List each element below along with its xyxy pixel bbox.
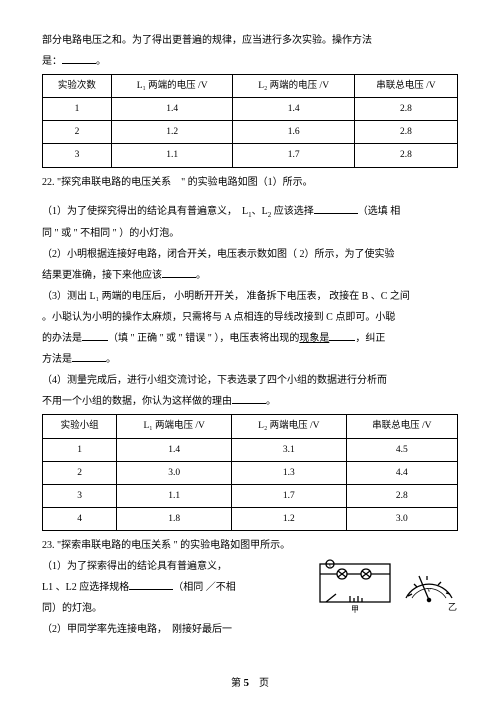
blank-fix — [72, 351, 106, 362]
circuit-diagram-icon: V 甲 — [316, 558, 394, 614]
q22-p3c: 的办法是（填 " 正确 " 或 " 错误 " ），电压表将出现的现象是，纠正 — [42, 330, 458, 347]
q23-title-row: 23. "探索串联电路的电压关系 " 的实验电路如图甲所示。 — [42, 537, 458, 554]
intro-line2-pre: 是： — [42, 56, 62, 67]
table-row: 31.11.72.8 — [43, 484, 458, 507]
q22-p2a: （2）小明根据连接好电路，闭合开关，电压表示数如图（ 2）所示，为了使实验 — [42, 246, 458, 263]
q22-p2b: 结果更准确，接下来他应该。 — [42, 267, 458, 284]
label-yi: 乙 — [448, 602, 457, 612]
t1-h2: L₂ 两端的电压 /V — [233, 75, 355, 98]
intro-line2-post: 。 — [96, 56, 106, 67]
svg-text:V: V — [427, 588, 432, 594]
q22-p3a: （3）测出 L₁ 两端的电压后， 小明断开开关， 准备拆下电压表， 改接在 B … — [42, 288, 458, 305]
q23-p3: （2）甲同学率先连接电路， 刚接好最后一 — [42, 621, 310, 638]
q22-title: "探究串联电路的电压关系 " 的实验电路如图（1）所示。 — [57, 177, 313, 188]
q23-title: "探索串联电路的电压关系 " 的实验电路如图甲所示。 — [57, 540, 290, 551]
blank-spec — [129, 579, 173, 590]
blank-phenom — [329, 330, 355, 341]
blank-next — [162, 267, 196, 278]
t2-h2: L₂ 两端电压 /V — [232, 415, 347, 438]
q23-p2: L1 、L2 应选择规格（相同 ／不相 — [42, 579, 310, 596]
intro-line1: 部分电路电压之和。为了得出更普遍的规律，应当进行多次实验。操作方法 — [42, 32, 458, 49]
q23-p1: （1）为了探索得出的结论具有普遍意义， — [42, 558, 310, 575]
t1-h1: L₁ 两端的电压 /V — [111, 75, 233, 98]
blank-reason — [232, 393, 266, 404]
table-row: 11.43.14.5 — [43, 438, 458, 461]
table-2: 实验小组 L₁ 两端电压 /V L₂ 两端电压 /V 串联总电压 /V 11.4… — [42, 414, 458, 531]
t2-h0: 实验小组 — [43, 415, 117, 438]
q23-p2-line2: 同）的灯泡。 — [42, 600, 310, 617]
q22-p1-line2: 同 " 或 " 不相同 " ）的小灯泡。 — [42, 225, 458, 242]
table-1: 实验次数 L₁ 两端的电压 /V L₂ 两端的电压 /V 串联总电压 /V 11… — [42, 74, 458, 168]
t2-h1: L₁ 两端电压 /V — [117, 415, 232, 438]
q23-body-row: （1）为了探索得出的结论具有普遍意义， L1 、L2 应选择规格（相同 ／不相 … — [42, 558, 458, 642]
blank-correct — [82, 330, 108, 341]
t1-h3: 串联总电压 /V — [354, 75, 457, 98]
svg-text:甲: 甲 — [351, 605, 359, 614]
voltmeter-diagram-icon: V 乙 — [400, 558, 458, 614]
q22-p1: （1）为了使探究得出的结论具有普遍意义， L1、L2 应该选择（选填 相 — [42, 203, 458, 222]
blank-select — [314, 203, 358, 214]
q22-title-row: 22. "探究串联电路的电压关系 " 的实验电路如图（1）所示。 — [42, 174, 458, 191]
svg-text:V: V — [328, 564, 332, 569]
q22-p3b: 。小聪认为小明的操作太麻烦，只需将与 A 点相连的导线改接到 C 点即可。小聪 — [42, 309, 458, 326]
underline-phenom: 现象是 — [299, 333, 329, 344]
intro-line2: 是： 。 — [42, 53, 458, 70]
q22-p4b: 不用一个小组的数据，你认为这样做的理由。 — [42, 393, 458, 410]
blank-method — [62, 53, 96, 64]
table-row: 21.21.62.8 — [43, 121, 458, 144]
t2-h3: 串联总电压 /V — [346, 415, 457, 438]
page-footer: 第 5 页 — [0, 674, 500, 693]
q22-p3d: 方法是。 — [42, 351, 458, 368]
q23-num: 23. — [42, 540, 55, 551]
table-row: 41.81.23.0 — [43, 508, 458, 531]
t1-h0: 实验次数 — [43, 75, 112, 98]
q22-num: 22. — [42, 177, 55, 188]
table-row: 23.01.34.4 — [43, 461, 458, 484]
table-row: 31.11.72.8 — [43, 144, 458, 167]
q22-p4a: （4）测量完成后，进行小组交流讨论，下表选录了四个小组的数据进行分析而 — [42, 372, 458, 389]
table-row: 11.41.42.8 — [43, 98, 458, 121]
